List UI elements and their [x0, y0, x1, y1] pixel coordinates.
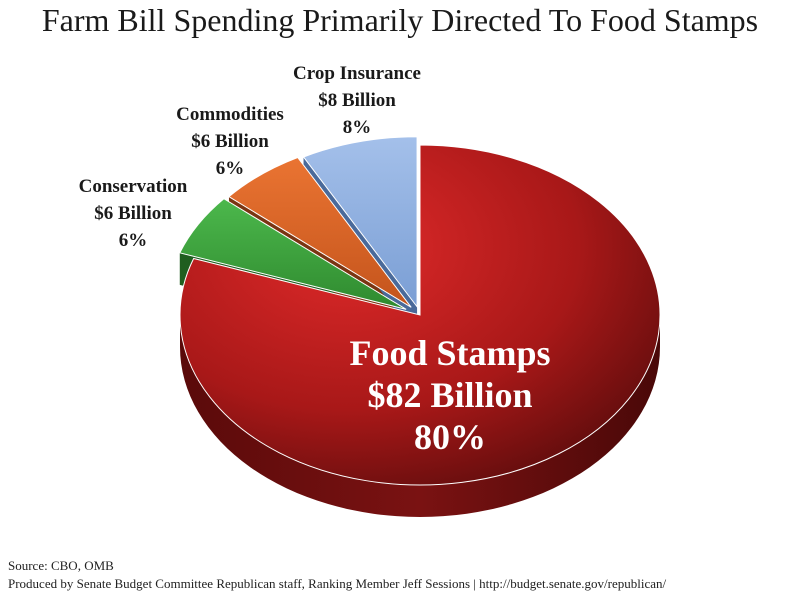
slice-percent-conservation: 6%	[119, 230, 148, 251]
credit-note: Produced by Senate Budget Committee Repu…	[8, 576, 667, 591]
pie-slice-commodities	[228, 156, 412, 308]
slice-name-conservation: Conservation	[79, 176, 188, 197]
slice-name-commodities: Commodities	[176, 104, 284, 125]
pie-slice-conservation	[179, 198, 407, 310]
chart-title: Farm Bill Spending Primarily Directed To…	[41, 2, 759, 38]
slice-percent-crop-insurance: 8%	[343, 117, 372, 138]
source-note: Source: CBO, OMB	[8, 558, 114, 573]
slice-amount-food-stamps: $82 Billion	[367, 375, 532, 415]
slice-label-crop-insurance: Crop Insurance $8 Billion 8%	[293, 63, 421, 138]
pie-slice-side-food-stamps	[180, 315, 660, 517]
slice-label-commodities: Commodities $6 Billion 6%	[176, 104, 284, 179]
slice-amount-crop-insurance: $8 Billion	[318, 90, 396, 111]
pie-slice-crop-insurance	[302, 136, 418, 309]
pie-slice-food-stamps	[179, 144, 661, 486]
slice-name-crop-insurance: Crop Insurance	[293, 63, 421, 84]
slice-percent-food-stamps: 80%	[414, 417, 486, 457]
slice-amount-commodities: $6 Billion	[191, 131, 269, 152]
slice-amount-conservation: $6 Billion	[94, 203, 172, 224]
slice-label-conservation: Conservation $6 Billion 6%	[79, 176, 188, 251]
slice-name-food-stamps: Food Stamps	[349, 333, 550, 373]
slice-percent-commodities: 6%	[216, 158, 245, 179]
